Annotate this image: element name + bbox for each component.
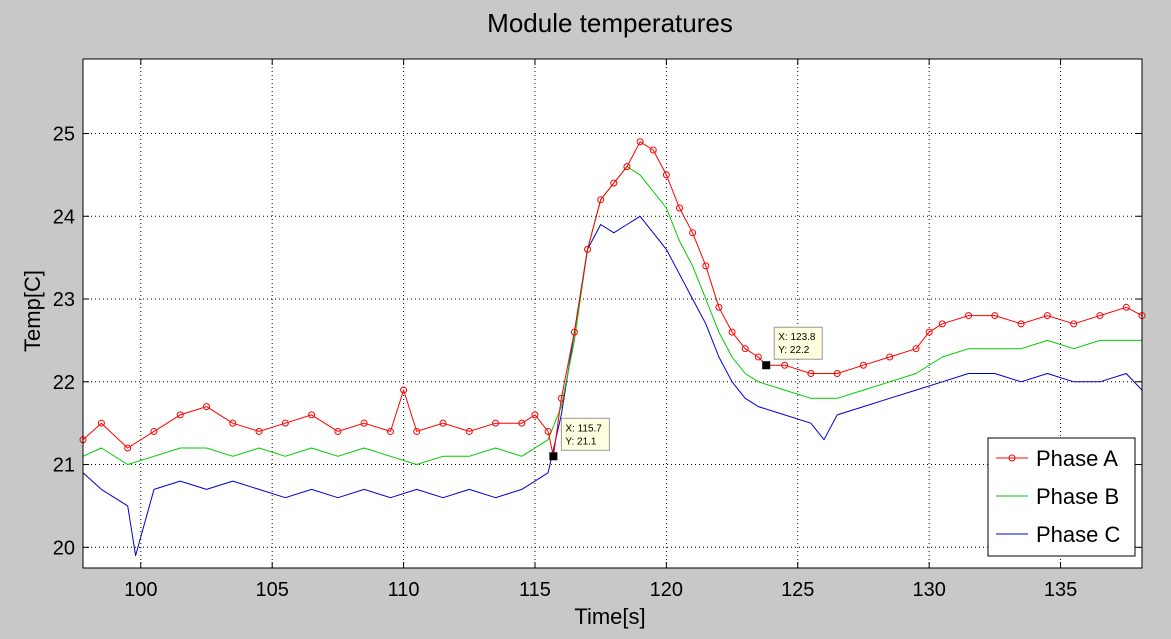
y-tick-label: 22	[53, 372, 75, 394]
legend-marker-phase-a	[1008, 454, 1016, 462]
data-point	[676, 204, 684, 212]
data-point	[413, 427, 421, 435]
legend: Phase A Phase B Phase C	[987, 437, 1136, 557]
data-point	[229, 419, 237, 427]
data-point	[360, 419, 368, 427]
data-point	[912, 345, 920, 353]
data-point	[1070, 320, 1078, 328]
x-tick-label: 100	[124, 579, 157, 601]
data-point	[570, 328, 578, 336]
y-tick-label: 24	[53, 206, 75, 228]
x-tick-label: 125	[781, 579, 814, 601]
data-tip-x: X: 123.8	[778, 332, 816, 343]
data-point	[597, 196, 605, 204]
data-point	[991, 312, 999, 320]
data-point	[334, 427, 342, 435]
chart-title: Module temperatures	[487, 8, 733, 38]
data-point	[833, 370, 841, 378]
data-point	[623, 163, 631, 171]
data-tip-marker	[762, 361, 771, 370]
data-tip-y: Y: 22.2	[778, 345, 810, 356]
data-point	[492, 419, 500, 427]
data-point	[649, 146, 657, 154]
data-point	[531, 411, 539, 419]
data-point	[281, 419, 289, 427]
data-point	[386, 427, 394, 435]
data-point	[741, 345, 749, 353]
data-point	[150, 427, 158, 435]
legend-label-phase-a: Phase A	[1036, 446, 1118, 471]
data-point	[728, 328, 736, 336]
data-point	[1122, 303, 1130, 311]
y-axis-label: Temp[C]	[20, 270, 45, 352]
data-point	[925, 328, 933, 336]
series-layer	[79, 138, 1146, 557]
data-point	[400, 386, 408, 394]
data-point	[636, 138, 644, 146]
legend-label-phase-c: Phase C	[1036, 522, 1120, 547]
y-tick-label: 25	[53, 123, 75, 145]
x-tick-label: 120	[650, 579, 683, 601]
data-point	[203, 403, 211, 411]
data-point	[1043, 312, 1051, 320]
data-point	[439, 419, 447, 427]
ticks: 100 105 110 115 120 125 130 135 20 21 22 23 24 25	[53, 59, 1142, 601]
data-point	[124, 444, 132, 452]
x-axis-label: Time[s]	[574, 604, 645, 629]
data-point	[702, 262, 710, 270]
data-point	[465, 427, 473, 435]
series-line-phase-b	[82, 166, 1142, 465]
data-point	[662, 171, 670, 179]
data-point	[97, 419, 105, 427]
data-point	[781, 361, 789, 369]
y-tick-label: 23	[53, 289, 75, 311]
data-point	[308, 411, 316, 419]
data-point	[689, 229, 697, 237]
data-tip-box	[560, 417, 610, 451]
data-point	[807, 370, 815, 378]
data-point	[938, 320, 946, 328]
data-point	[886, 353, 894, 361]
data-point	[1096, 312, 1104, 320]
data-tip-marker	[549, 452, 558, 461]
data-point	[176, 411, 184, 419]
data-point	[584, 245, 592, 253]
legend-label-phase-b: Phase B	[1036, 484, 1119, 509]
x-tick-label: 110	[388, 579, 420, 601]
data-point	[754, 353, 762, 361]
data-tip-box	[773, 326, 823, 360]
data-point	[859, 361, 867, 369]
x-tick-label: 135	[1044, 579, 1077, 601]
data-tip-y: Y: 21.1	[565, 436, 597, 447]
data-point	[610, 179, 618, 187]
y-tick-label: 21	[53, 455, 75, 477]
data-tip-x: X: 115.7	[565, 423, 602, 434]
axes-area	[83, 59, 1142, 568]
series-line-phase-a	[82, 141, 1143, 457]
data-point	[518, 419, 526, 427]
data-point	[557, 394, 565, 402]
data-point	[1017, 320, 1025, 328]
data-point	[965, 312, 973, 320]
x-tick-label: 130	[912, 579, 945, 601]
data-point	[715, 303, 723, 311]
series-line-phase-c	[82, 215, 1143, 557]
x-tick-label: 115	[519, 579, 551, 601]
y-tick-label: 20	[53, 537, 75, 559]
x-tick-label: 105	[256, 579, 289, 601]
data-point	[544, 427, 552, 435]
axes-border	[82, 58, 1143, 569]
data-tips: X: 115.7 Y: 21.1 X: 123.8 Y: 22.2	[549, 326, 823, 461]
data-point	[255, 427, 263, 435]
